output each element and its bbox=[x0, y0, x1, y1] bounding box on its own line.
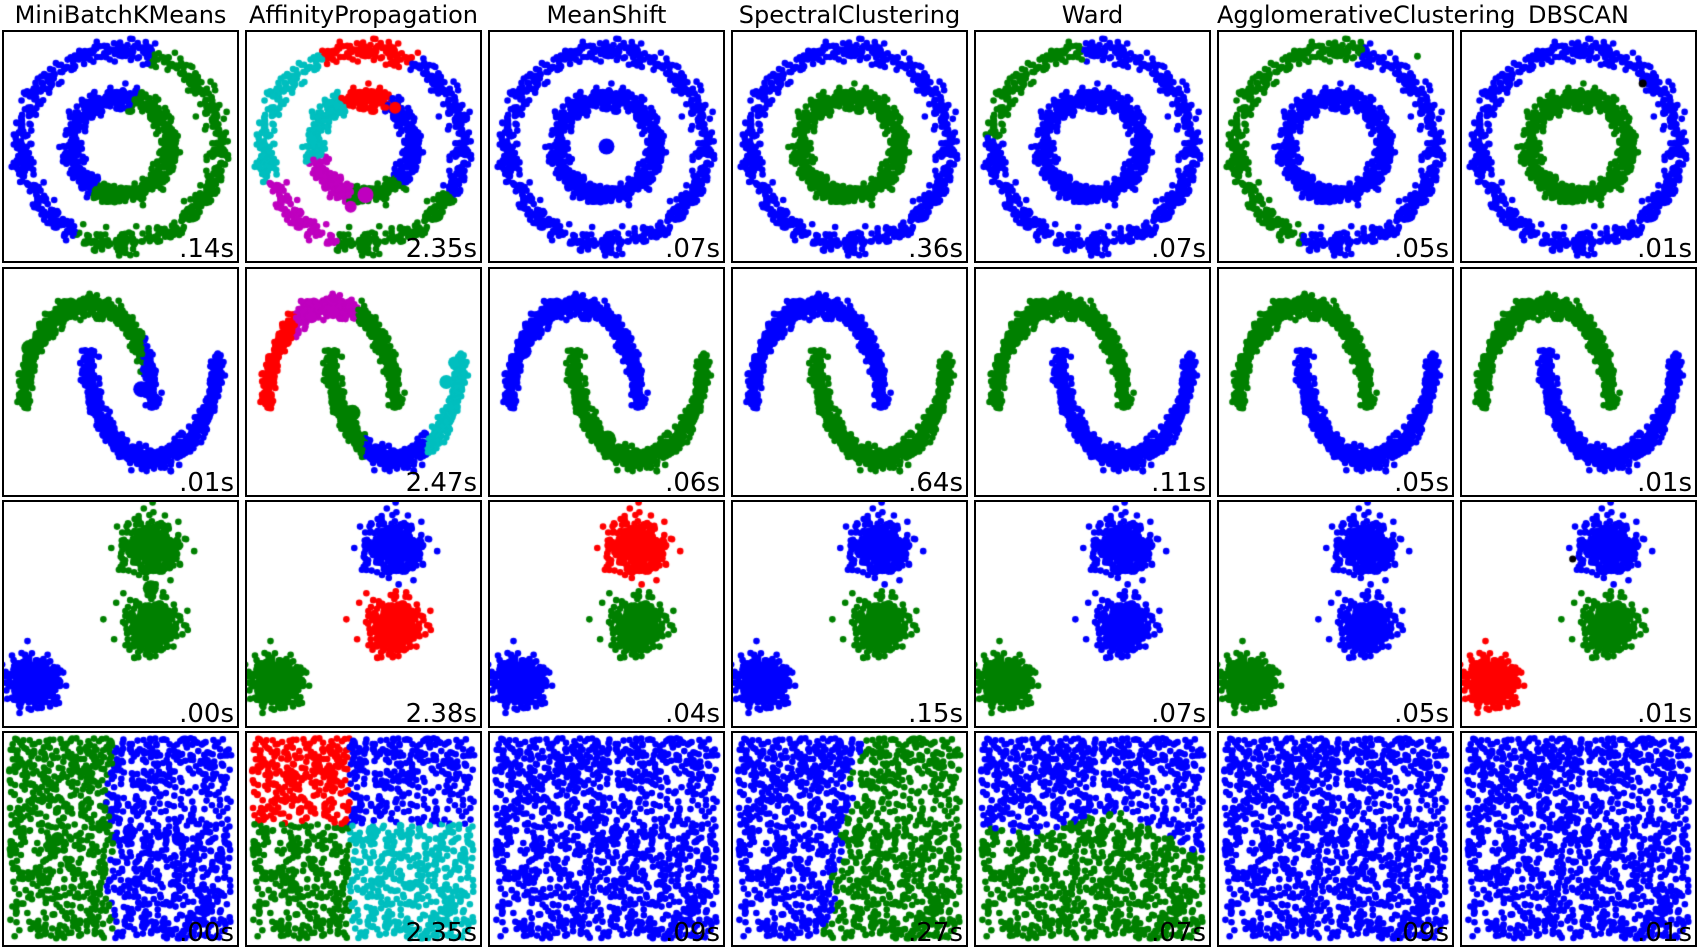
scatter-canvas bbox=[1219, 502, 1452, 726]
timing-label: .27s bbox=[908, 917, 963, 948]
scatter-canvas bbox=[490, 733, 723, 945]
column-title: MiniBatchKMeans bbox=[14, 1, 227, 29]
scatter-canvas bbox=[733, 32, 966, 261]
timing-label: .36s bbox=[908, 233, 963, 264]
subplot-panel: .05s bbox=[1217, 30, 1454, 263]
subplot-panel: .64s bbox=[731, 267, 968, 497]
subplot-panel: .27s bbox=[731, 731, 968, 947]
column-title: MeanShift bbox=[546, 1, 667, 29]
scatter-canvas bbox=[247, 269, 480, 495]
subplot-panel: 2.38s bbox=[245, 500, 482, 728]
timing-label: 2.47s bbox=[405, 467, 477, 498]
subplot-panel: 2.35s bbox=[245, 731, 482, 947]
scatter-canvas bbox=[247, 733, 480, 945]
scatter-canvas bbox=[1462, 502, 1695, 726]
subplot-panel: .00s bbox=[2, 731, 239, 947]
timing-label: 2.35s bbox=[405, 917, 477, 948]
timing-label: .07s bbox=[1151, 698, 1206, 729]
scatter-canvas bbox=[733, 502, 966, 726]
subplot-panel: .07s bbox=[488, 30, 725, 263]
scatter-canvas bbox=[1462, 269, 1695, 495]
timing-label: .01s bbox=[1637, 917, 1692, 948]
timing-label: .07s bbox=[665, 233, 720, 264]
timing-label: .05s bbox=[1394, 233, 1449, 264]
scatter-canvas bbox=[1219, 733, 1452, 945]
subplot-panel: .11s bbox=[974, 267, 1211, 497]
timing-label: .09s bbox=[1394, 917, 1449, 948]
scatter-canvas bbox=[976, 733, 1209, 945]
scatter-canvas bbox=[4, 269, 237, 495]
scatter-canvas bbox=[490, 32, 723, 261]
column-title: AgglomerativeClustering bbox=[1217, 1, 1516, 29]
subplot-panel: 2.47s bbox=[245, 267, 482, 497]
subplot-panel: .01s bbox=[1460, 30, 1697, 263]
subplot-panel: .36s bbox=[731, 30, 968, 263]
subplot-panel: .06s bbox=[488, 267, 725, 497]
column-title: DBSCAN bbox=[1528, 1, 1629, 29]
timing-label: .09s bbox=[665, 917, 720, 948]
subplot-panel: .05s bbox=[1217, 500, 1454, 728]
timing-label: .11s bbox=[1151, 467, 1206, 498]
timing-label: .05s bbox=[1394, 698, 1449, 729]
subplot-panel: .15s bbox=[731, 500, 968, 728]
timing-label: .14s bbox=[179, 233, 234, 264]
timing-label: .07s bbox=[1151, 917, 1206, 948]
subplot-panel: .01s bbox=[1460, 500, 1697, 728]
subplot-panel: .01s bbox=[2, 267, 239, 497]
timing-label: .01s bbox=[1637, 467, 1692, 498]
subplot-panel: .14s bbox=[2, 30, 239, 263]
scatter-canvas bbox=[976, 269, 1209, 495]
subplot-panel: .09s bbox=[1217, 731, 1454, 947]
scatter-canvas bbox=[976, 32, 1209, 261]
timing-label: .00s bbox=[179, 698, 234, 729]
subplot-panel: .00s bbox=[2, 500, 239, 728]
timing-label: .01s bbox=[179, 467, 234, 498]
subplot-panel: 2.35s bbox=[245, 30, 482, 263]
timing-label: .06s bbox=[665, 467, 720, 498]
subplot-panel: .07s bbox=[974, 30, 1211, 263]
scatter-canvas bbox=[247, 32, 480, 261]
timing-label: .01s bbox=[1637, 698, 1692, 729]
timing-label: .04s bbox=[665, 698, 720, 729]
scatter-canvas bbox=[733, 269, 966, 495]
subplot-panel: .05s bbox=[1217, 267, 1454, 497]
subplot-panel: .01s bbox=[1460, 731, 1697, 947]
column-title: Ward bbox=[1061, 1, 1124, 29]
scatter-canvas bbox=[976, 502, 1209, 726]
timing-label: 2.35s bbox=[405, 233, 477, 264]
column-title: AffinityPropagation bbox=[248, 1, 479, 29]
scatter-canvas bbox=[4, 502, 237, 726]
subplot-panel: .01s bbox=[1460, 267, 1697, 497]
timing-label: .01s bbox=[1637, 233, 1692, 264]
scatter-canvas bbox=[1219, 269, 1452, 495]
scatter-canvas bbox=[4, 32, 237, 261]
timing-label: 2.38s bbox=[405, 698, 477, 729]
scatter-canvas bbox=[1462, 733, 1695, 945]
scatter-canvas bbox=[490, 269, 723, 495]
subplot-panel: .07s bbox=[974, 731, 1211, 947]
timing-label: .05s bbox=[1394, 467, 1449, 498]
subplot-panel: .09s bbox=[488, 731, 725, 947]
scatter-canvas bbox=[733, 733, 966, 945]
scatter-canvas bbox=[1462, 32, 1695, 261]
timing-label: .07s bbox=[1151, 233, 1206, 264]
subplot-panel: .07s bbox=[974, 500, 1211, 728]
subplot-panel: .04s bbox=[488, 500, 725, 728]
timing-label: .15s bbox=[908, 698, 963, 729]
scatter-canvas bbox=[490, 502, 723, 726]
timing-label: .64s bbox=[908, 467, 963, 498]
column-title: SpectralClustering bbox=[738, 1, 961, 29]
scatter-canvas bbox=[4, 733, 237, 945]
scatter-canvas bbox=[1219, 32, 1452, 261]
scatter-canvas bbox=[247, 502, 480, 726]
timing-label: .00s bbox=[179, 917, 234, 948]
